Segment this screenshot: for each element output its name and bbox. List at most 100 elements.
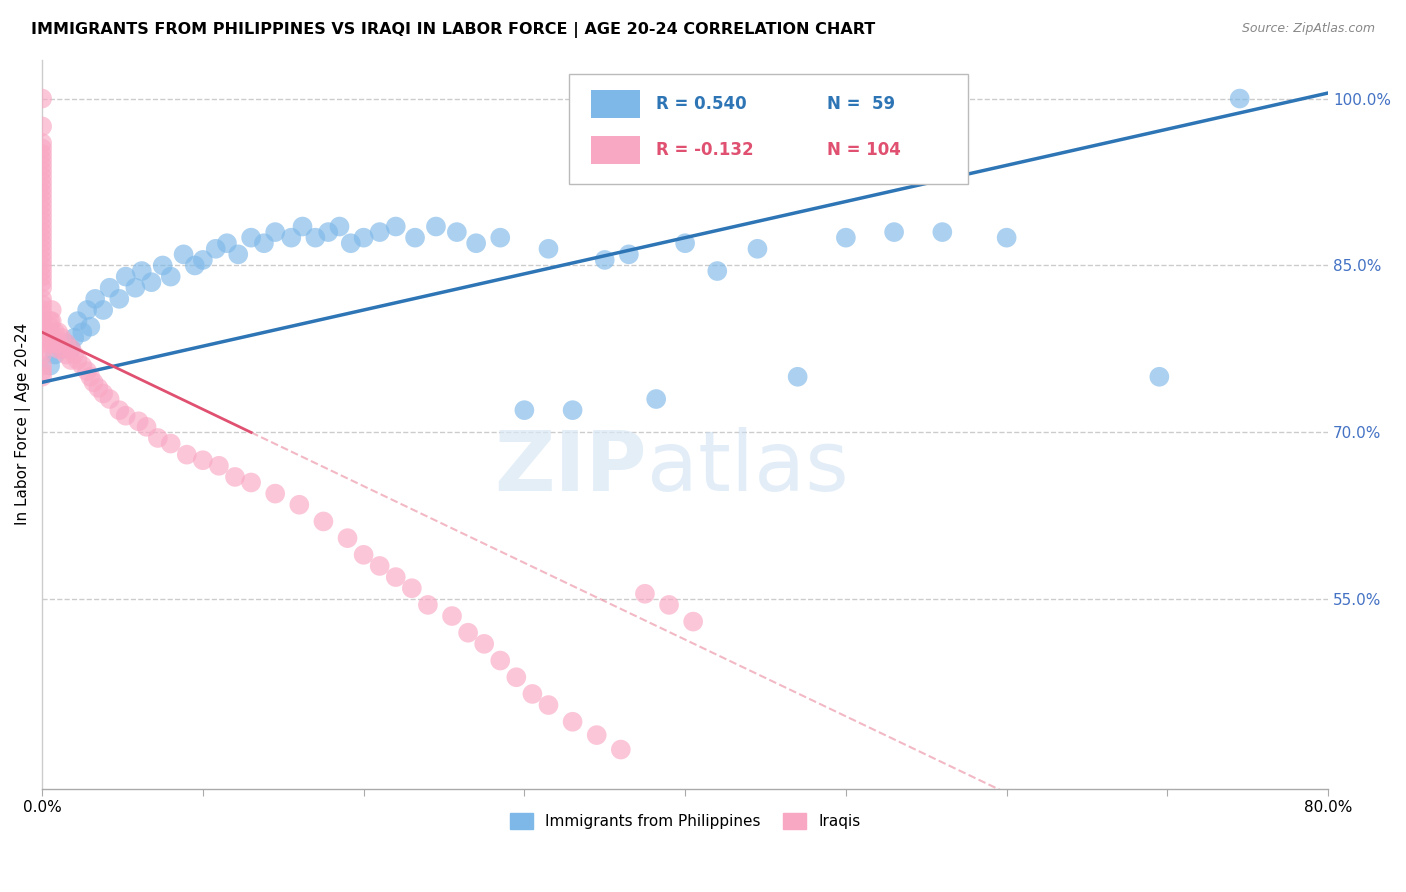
Point bbox=[537, 698, 560, 712]
Point bbox=[141, 275, 163, 289]
Point bbox=[91, 386, 114, 401]
Point bbox=[66, 314, 89, 328]
Point bbox=[31, 252, 53, 267]
Point bbox=[31, 259, 53, 273]
Point bbox=[328, 219, 350, 234]
Point bbox=[44, 331, 66, 345]
Point bbox=[31, 219, 53, 234]
Point bbox=[31, 91, 53, 105]
Point bbox=[31, 230, 53, 244]
Point bbox=[288, 498, 311, 512]
Point bbox=[617, 247, 640, 261]
Point bbox=[215, 236, 238, 251]
Text: ZIP: ZIP bbox=[494, 427, 647, 508]
Point bbox=[404, 230, 426, 244]
Point bbox=[31, 180, 53, 194]
Point bbox=[39, 331, 62, 345]
Point bbox=[316, 225, 339, 239]
Point bbox=[31, 309, 53, 323]
Point bbox=[135, 420, 157, 434]
Point bbox=[176, 448, 198, 462]
Text: Source: ZipAtlas.com: Source: ZipAtlas.com bbox=[1241, 22, 1375, 36]
Point bbox=[401, 581, 423, 595]
Point bbox=[191, 252, 214, 267]
Point bbox=[585, 728, 607, 742]
Point bbox=[441, 609, 464, 624]
Point bbox=[60, 353, 83, 368]
Point bbox=[131, 264, 153, 278]
Point bbox=[1229, 91, 1251, 105]
Point bbox=[31, 331, 53, 345]
Point bbox=[46, 325, 69, 339]
Point bbox=[31, 197, 53, 211]
Point bbox=[883, 225, 905, 239]
Point bbox=[561, 714, 583, 729]
Point bbox=[31, 359, 53, 373]
Point bbox=[84, 292, 107, 306]
Point bbox=[384, 570, 406, 584]
Point bbox=[41, 314, 63, 328]
Point bbox=[55, 347, 77, 361]
Point bbox=[72, 359, 94, 373]
Point bbox=[264, 225, 287, 239]
Point bbox=[39, 359, 62, 373]
Point bbox=[561, 403, 583, 417]
Point bbox=[489, 654, 512, 668]
Point bbox=[593, 252, 616, 267]
Point bbox=[31, 208, 53, 222]
Point bbox=[31, 147, 53, 161]
Point bbox=[682, 615, 704, 629]
Point bbox=[76, 364, 98, 378]
Point bbox=[610, 742, 633, 756]
Point bbox=[63, 347, 86, 361]
Point bbox=[44, 325, 66, 339]
Point bbox=[31, 236, 53, 251]
Point bbox=[114, 269, 136, 284]
Point bbox=[91, 303, 114, 318]
Point bbox=[31, 336, 53, 351]
Point bbox=[457, 625, 479, 640]
Point bbox=[51, 331, 73, 345]
Point bbox=[465, 236, 488, 251]
Point bbox=[55, 336, 77, 351]
Point bbox=[72, 325, 94, 339]
Point bbox=[55, 336, 77, 351]
Point bbox=[114, 409, 136, 423]
Point bbox=[31, 164, 53, 178]
Point bbox=[51, 342, 73, 356]
Point bbox=[31, 175, 53, 189]
Point bbox=[489, 230, 512, 244]
Point bbox=[995, 230, 1018, 244]
Point bbox=[31, 264, 53, 278]
Point bbox=[39, 336, 62, 351]
Point bbox=[83, 376, 105, 390]
Point bbox=[31, 347, 53, 361]
Point bbox=[31, 369, 53, 384]
Point bbox=[31, 314, 53, 328]
Point bbox=[1149, 369, 1171, 384]
Point bbox=[31, 269, 53, 284]
Point bbox=[634, 587, 657, 601]
Point bbox=[931, 225, 953, 239]
FancyBboxPatch shape bbox=[569, 74, 969, 184]
Point bbox=[31, 142, 53, 156]
Point bbox=[173, 247, 195, 261]
Point bbox=[39, 319, 62, 334]
Point bbox=[747, 242, 769, 256]
Point bbox=[46, 336, 69, 351]
Point bbox=[76, 303, 98, 318]
Point bbox=[264, 486, 287, 500]
Point bbox=[253, 236, 276, 251]
Point bbox=[513, 403, 536, 417]
Point bbox=[291, 219, 314, 234]
Point bbox=[152, 259, 174, 273]
Bar bbox=[592, 90, 640, 118]
Point bbox=[31, 303, 53, 318]
Point bbox=[336, 531, 359, 545]
Point bbox=[312, 515, 335, 529]
Point bbox=[159, 269, 181, 284]
Text: N = 104: N = 104 bbox=[827, 141, 900, 159]
Point bbox=[31, 214, 53, 228]
Point bbox=[31, 186, 53, 201]
Point bbox=[368, 558, 391, 573]
